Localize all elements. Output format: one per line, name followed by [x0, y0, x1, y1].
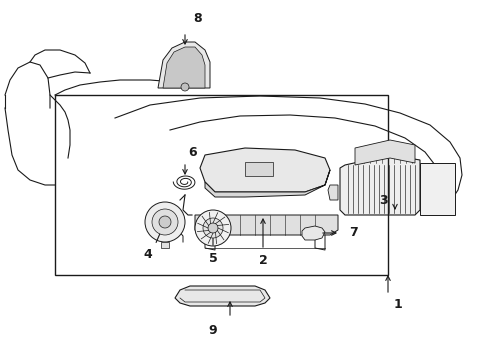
Text: 4: 4 [144, 248, 152, 261]
Circle shape [195, 210, 231, 246]
Polygon shape [205, 170, 330, 197]
Circle shape [159, 216, 171, 228]
Polygon shape [340, 155, 420, 215]
Text: 9: 9 [209, 324, 217, 337]
Polygon shape [420, 163, 455, 215]
Polygon shape [328, 185, 338, 200]
Text: 6: 6 [189, 145, 197, 158]
Text: 1: 1 [393, 298, 402, 311]
Polygon shape [302, 226, 325, 240]
Bar [245, 162, 273, 176]
Polygon shape [195, 215, 338, 235]
Polygon shape [200, 148, 330, 192]
Polygon shape [158, 42, 210, 88]
Bar [161, 242, 169, 248]
Bar [55, 95, 388, 275]
Circle shape [203, 218, 223, 238]
Circle shape [181, 83, 189, 91]
Text: 2: 2 [259, 253, 268, 266]
Polygon shape [175, 286, 270, 306]
Text: 7: 7 [348, 226, 357, 239]
Text: 5: 5 [209, 252, 218, 265]
Text: 3: 3 [379, 194, 387, 207]
Polygon shape [355, 140, 415, 165]
Circle shape [145, 202, 185, 242]
Circle shape [152, 209, 178, 235]
Polygon shape [163, 47, 205, 88]
Circle shape [208, 223, 218, 233]
Text: 8: 8 [194, 12, 202, 24]
